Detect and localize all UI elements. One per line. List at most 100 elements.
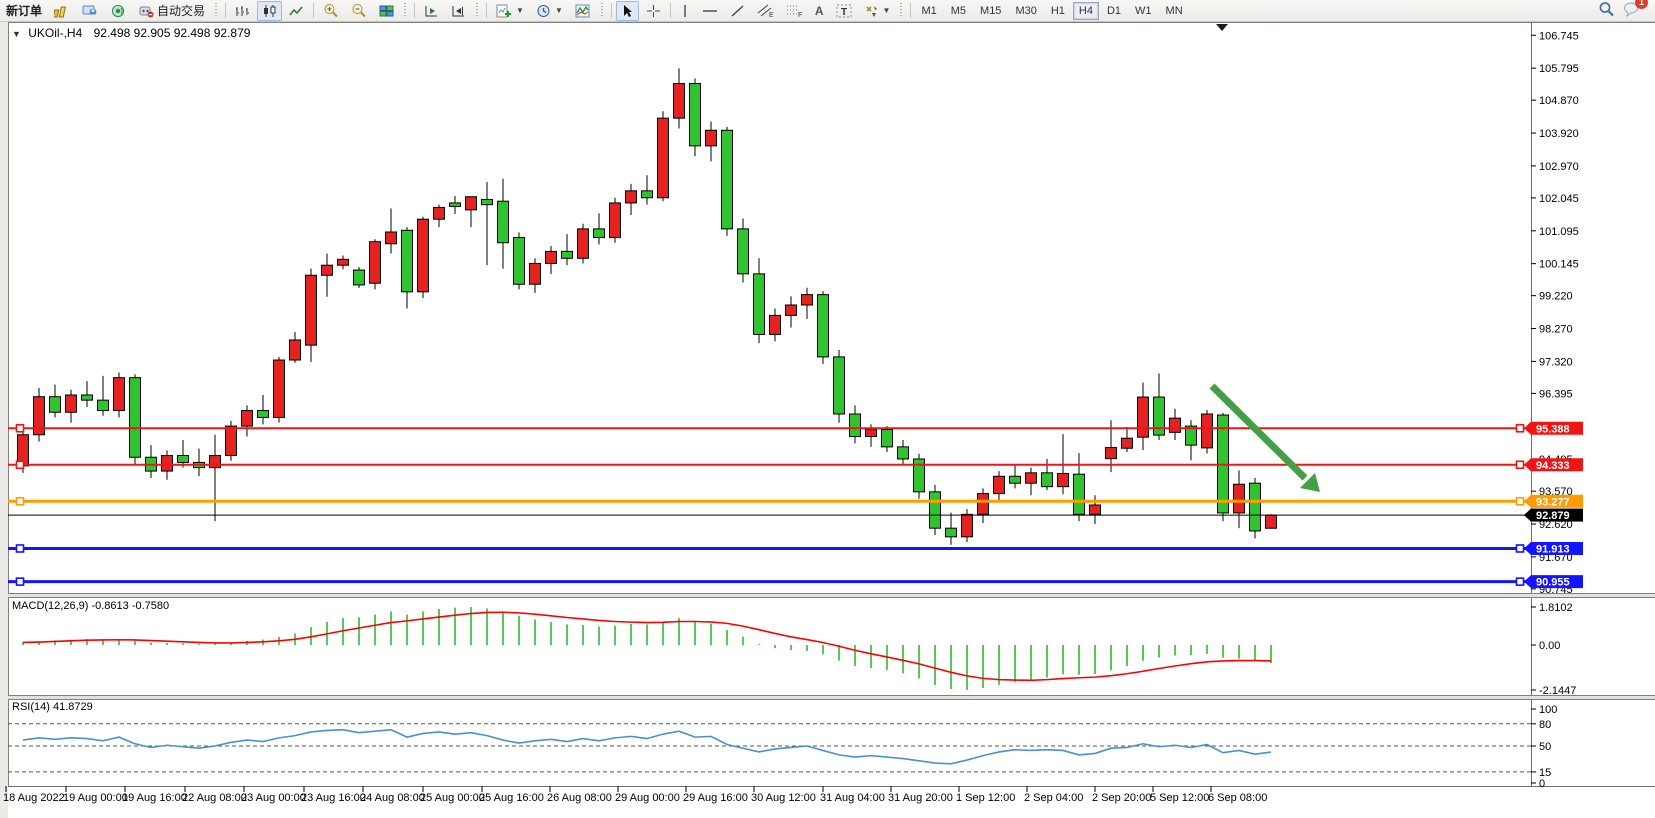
new-chart-dropdown-icon[interactable]: ▼ [491,1,529,21]
rsi-pane: 100 80 50 150 [8,704,1557,790]
macd-pane: 1.8102 0.00 -2.1447 [22,602,1576,697]
price-tag [1531,541,1583,555]
indicators-dropdown-icon[interactable] [570,1,596,21]
zoom-out-icon[interactable] [346,1,372,21]
price-tag [1531,508,1583,522]
chart-gold-icon[interactable] [49,1,75,21]
autotrading-label: 自动交易 [157,4,206,18]
candle [577,228,589,259]
vertical-line-icon[interactable] [675,1,695,21]
candlestick-chart-icon[interactable] [257,0,283,21]
candle [33,396,45,436]
horizontal-line-icon[interactable] [697,1,723,21]
line-chart-icon[interactable] [284,1,309,21]
terminal-icon[interactable] [77,1,103,21]
chat-icon[interactable]: 1 [1623,0,1648,20]
line-handle [15,544,25,553]
price-tag-label: 92.879 [1536,510,1570,522]
timeframe-M5[interactable]: M5 [950,4,967,17]
price-axis-label: 96.395 [1539,388,1573,400]
svg-text:F: F [798,12,802,18]
timeframe-M15[interactable]: M15 [980,4,1002,17]
timeframe-MN[interactable]: MN [1165,4,1183,17]
chart-symbol-period: UKOil-,H4 [28,26,83,40]
level-lines-layer [8,423,1531,586]
price-axis-label: 100.145 [1539,259,1579,271]
auto-scroll-icon[interactable] [419,1,444,21]
candle [225,425,237,457]
candle [1233,483,1245,514]
chart-collapse-icon[interactable]: ▼ [12,29,21,39]
time-axis-label: 2 Sep 20:00 [1092,792,1151,804]
candle [833,356,845,415]
time-axis-label: 2 Sep 04:00 [1024,792,1083,804]
time-axis-label: 18 Aug 2022 [3,792,65,804]
timeframe-D1[interactable]: D1 [1106,4,1122,17]
pane-splitter [8,695,1655,700]
candle [609,202,621,239]
time-axis-label: 23 Aug 00:00 [241,792,306,804]
candle [1201,413,1213,449]
crosshair-icon[interactable] [641,1,666,21]
text-label-icon[interactable]: T [831,1,857,21]
fibonacci-icon[interactable]: F [781,1,808,21]
chart-ohlc-values: 92.498 92.905 92.498 92.879 [93,26,251,40]
new-order-button[interactable]: 新订单 [6,4,43,18]
notification-badge: 1 [1635,0,1648,9]
candle [977,493,989,515]
timeframe-W1[interactable]: W1 [1135,4,1152,17]
candle [1137,396,1149,438]
signals-icon[interactable] [105,1,131,21]
timeframe-H1[interactable]: H1 [1050,4,1065,17]
search-icon[interactable] [1598,1,1615,20]
price-tag-label: 91.913 [1536,543,1570,555]
tile-windows-icon[interactable] [374,1,399,21]
time-axis-label: 25 Aug 16:00 [479,792,544,804]
candle [49,396,61,413]
candle [1025,472,1037,484]
cursor-icon[interactable] [615,0,639,21]
candle [257,410,269,418]
candle [721,129,733,230]
chart-shift-icon[interactable] [446,1,471,21]
candle [1265,514,1277,529]
channel-icon[interactable]: E [752,1,779,21]
zoom-in-icon[interactable] [318,1,344,21]
candle [849,413,861,437]
timeframe-M30[interactable]: M30 [1015,4,1037,17]
candle [417,218,429,293]
candle [337,258,349,266]
period-clock-dropdown-icon[interactable]: ▼ [531,1,568,21]
candle [513,237,525,285]
bar-chart-icon[interactable] [230,1,255,21]
macd-signal-line [22,611,1272,682]
chart-shift-marker [1216,24,1228,31]
price-axis-label: 92.620 [1539,519,1573,531]
time-axis-label: 29 Aug 16:00 [683,792,748,804]
candle [1041,472,1053,488]
candle [529,262,541,285]
text-icon[interactable]: A [814,3,824,18]
rsi-scale-label: 100 [1539,704,1557,716]
svg-text:T: T [841,7,847,18]
line-handle [1515,423,1525,433]
candle [465,196,477,211]
candle [785,304,797,316]
macd-indicator-label: MACD(12,26,9) -0.8613 -0.7580 [12,600,170,612]
price-axis-label: 103.920 [1539,128,1579,140]
arrows-dropdown-icon[interactable]: ▼ [859,1,896,21]
timeframe-H4[interactable]: H4 [1072,1,1099,20]
candle [113,377,125,412]
trendline-icon[interactable] [725,1,750,21]
timeframe-M1[interactable]: M1 [921,4,937,17]
candle [1057,473,1069,488]
autotrading-button[interactable]: 自动交易 [133,1,210,21]
price-axis-label: 102.045 [1539,193,1579,205]
candle [385,231,397,245]
rsi-indicator-label: RSI(14) 41.8729 [12,701,93,713]
rsi-scale-label: 50 [1539,741,1551,753]
candle [865,429,877,437]
time-axis-label: 25 Aug 00:00 [420,792,485,804]
